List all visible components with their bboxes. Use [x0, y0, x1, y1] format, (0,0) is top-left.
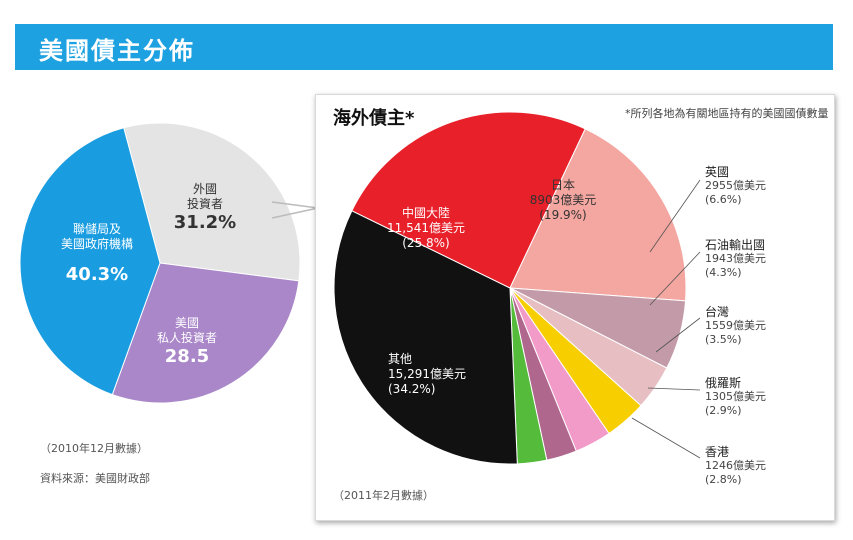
label-amount: 1246億美元	[705, 459, 766, 472]
slice-us-private-investors	[111, 262, 300, 404]
label-line: 投資者	[186, 197, 223, 211]
source-note: 資料來源：美國財政部	[40, 472, 150, 485]
label-pct: (6.6%)	[705, 193, 742, 206]
label-pct: (34.2%)	[388, 382, 436, 396]
label-us-private: 美國 私人投資者 28.5	[142, 316, 232, 368]
label-amount: 1305億美元	[705, 390, 766, 403]
label-pct: (2.8%)	[705, 473, 742, 486]
page-title: 美國債主分佈	[39, 37, 195, 65]
connector-line	[271, 201, 319, 209]
value-label: 28.5	[164, 346, 210, 367]
label-pct: (25.8%)	[402, 236, 450, 250]
right-date-note: （2011年2月數據）	[333, 489, 434, 502]
foreign-title: 海外債主*	[333, 108, 415, 129]
value-label: 31.2%	[173, 212, 237, 233]
label-amount: 8903億美元	[529, 193, 597, 207]
label-taiwan: 台灣 1559億美元 (3.5%)	[705, 305, 766, 347]
slice-fed-and-agencies	[19, 127, 161, 396]
label-name: 日本	[550, 178, 575, 192]
title-banner: 美國債主分佈	[15, 24, 833, 70]
label-line: 美國政府機構	[60, 237, 133, 251]
label-amount: 11,541億美元	[387, 221, 465, 235]
label-fed: 聯儲局及 美國政府機構 40.3%	[42, 222, 152, 286]
label-line: 外國	[192, 182, 217, 196]
label-others: 其他 15,291億美元 (34.2%)	[388, 352, 498, 397]
connector-line	[271, 207, 319, 219]
label-oil-exporters: 石油輸出國 1943億美元 (4.3%)	[705, 238, 766, 280]
label-hong-kong: 香港 1246億美元 (2.8%)	[705, 445, 766, 487]
left-pie	[19, 122, 301, 404]
left-date-note: （2010年12月數據）	[40, 442, 148, 455]
label-foreign-investors: 外國 投資者 31.2%	[170, 182, 240, 234]
label-line: 聯儲局及	[72, 222, 121, 236]
slice-foreign-investors	[123, 122, 301, 282]
label-line: 美國	[174, 316, 199, 330]
label-amount: 15,291億美元	[388, 367, 466, 381]
label-pct: (2.9%)	[705, 404, 742, 417]
label-amount: 1559億美元	[705, 319, 766, 332]
connector-lines	[271, 201, 319, 219]
value-label: 40.3%	[65, 264, 129, 285]
label-name: 其他	[388, 352, 413, 366]
label-pct: (4.3%)	[705, 266, 742, 279]
footnote: *所列各地為有關地區持有的美國國債數量	[625, 107, 829, 120]
label-name: 英國	[705, 165, 730, 179]
label-name: 中國大陸	[401, 206, 450, 220]
label-amount: 1943億美元	[705, 252, 766, 265]
label-pct: (3.5%)	[705, 333, 742, 346]
label-russia: 俄羅斯 1305億美元 (2.9%)	[705, 376, 766, 418]
label-name: 俄羅斯	[705, 376, 742, 390]
label-amount: 2955億美元	[705, 179, 766, 192]
label-china: 中國大陸 11,541億美元 (25.8%)	[376, 206, 476, 251]
label-name: 香港	[705, 445, 730, 459]
label-japan: 日本 8903億美元 (19.9%)	[513, 178, 613, 223]
label-name: 台灣	[705, 305, 730, 319]
label-name: 石油輸出國	[705, 238, 766, 252]
label-line: 私人投資者	[156, 331, 217, 345]
label-pct: (19.9%)	[539, 208, 587, 222]
label-uk: 英國 2955億美元 (6.6%)	[705, 165, 766, 207]
